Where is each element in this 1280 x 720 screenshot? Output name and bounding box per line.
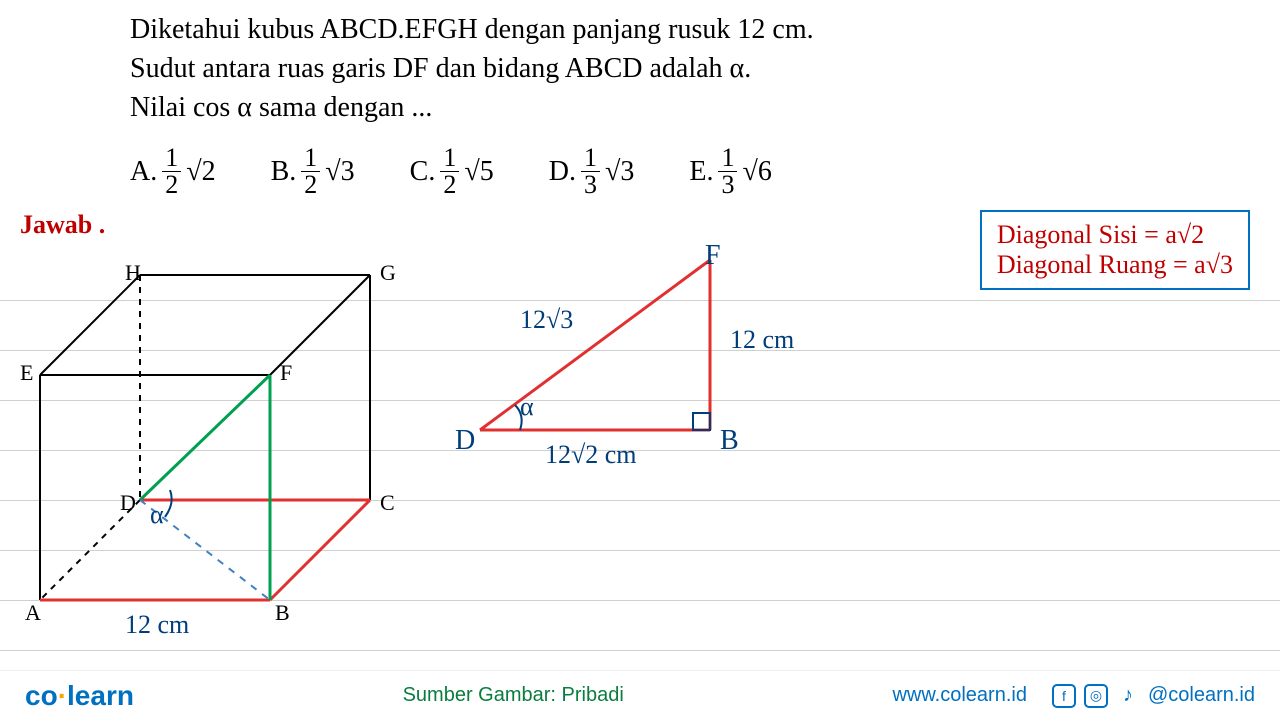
logo: co·learn [25,680,134,712]
problem-statement: Diketahui kubus ABCD.EFGH dengan panjang… [130,10,814,128]
vertex-f: F [280,360,292,386]
vertex-h: H [125,260,141,286]
problem-line3: Nilai cos α sama dengan ... [130,88,814,127]
social-handle: @colearn.id [1148,684,1255,707]
facebook-icon[interactable]: f [1052,684,1076,708]
cube-edge-label: 12 cm [125,610,189,640]
website-link[interactable]: www.colearn.id [892,684,1027,707]
tri-vertex-f: F [705,240,721,272]
tri-hypotenuse: 12√3 [520,305,573,335]
instagram-icon[interactable]: ◎ [1084,684,1108,708]
tri-angle: α [520,392,534,422]
vertex-b: B [275,600,290,626]
problem-line2: Sudut antara ruas garis DF dan bidang AB… [130,49,814,88]
formula-ruang: Diagonal Ruang = a√3 [997,250,1233,280]
option-e: E. 13 √6 [689,145,771,198]
option-a: A. 12 √2 [130,145,216,198]
jawab-label: Jawab . [20,210,105,240]
option-c: C. 12 √5 [410,145,494,198]
triangle-diagram: F D B 12√3 12√2 cm 12 cm α [450,230,800,510]
option-d: D. 13 √3 [549,145,635,198]
vertex-a: A [25,600,41,626]
tri-vertex-d: D [455,425,475,457]
cube-diagram: H G E F D C A B 12 cm α [10,245,430,665]
vertex-g: G [380,260,396,286]
footer: co·learn Sumber Gambar: Pribadi www.cole… [0,670,1280,720]
vertex-d: D [120,490,136,516]
formula-sisi: Diagonal Sisi = a√2 [997,220,1233,250]
tiktok-icon[interactable]: ♪ [1116,684,1140,708]
social-icons: f ◎ ♪ @colearn.id [1052,684,1255,708]
formula-box: Diagonal Sisi = a√2 Diagonal Ruang = a√3 [980,210,1250,290]
vertex-e: E [20,360,33,386]
option-b: B. 12 √3 [271,145,355,198]
vertex-c: C [380,490,395,516]
source-text: Sumber Gambar: Pribadi [134,684,893,707]
tri-height: 12 cm [730,325,794,355]
cube-angle-label: α [150,500,164,530]
problem-line1: Diketahui kubus ABCD.EFGH dengan panjang… [130,10,814,49]
answer-options: A. 12 √2 B. 12 √3 C. 12 √5 D. 13 √3 E. 1… [130,145,772,198]
tri-base: 12√2 cm [545,440,637,470]
tri-vertex-b: B [720,425,739,457]
